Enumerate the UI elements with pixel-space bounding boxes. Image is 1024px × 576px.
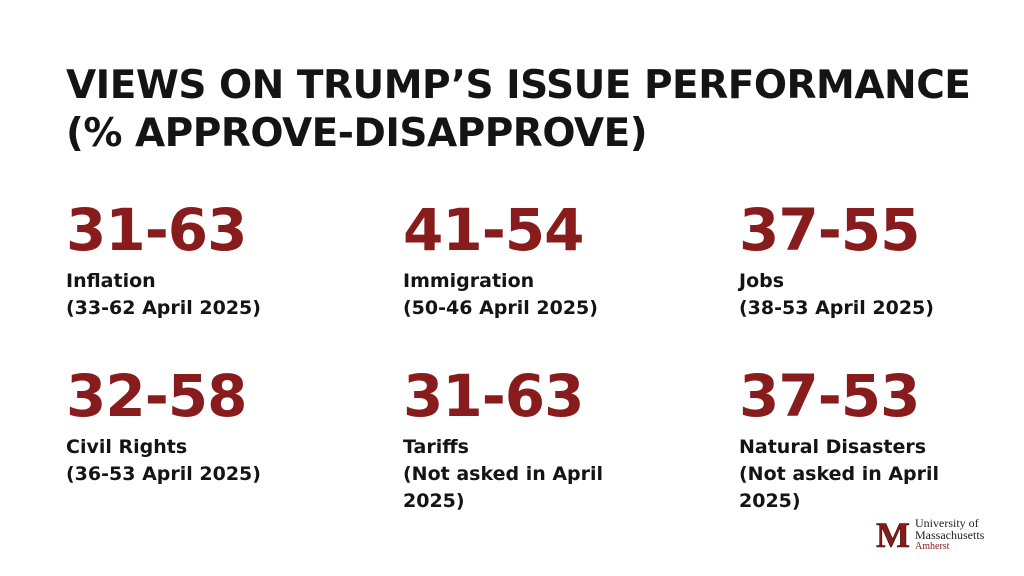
title-line-2: (% APPROVE-DISAPPROVE) [66, 111, 648, 156]
stat-inflation: 31-63 Inflation (33-62 April 2025) [66, 201, 366, 322]
stat-note: (36-53 April 2025) [66, 463, 261, 485]
stat-note: (Not asked in April 2025) [739, 463, 940, 512]
stat-note: (38-53 April 2025) [739, 297, 934, 319]
logo-line-1: University of [915, 516, 979, 530]
stat-tariffs: 31-63 Tariffs (Not asked in April 2025) [403, 367, 703, 515]
stat-note: (50-46 April 2025) [403, 297, 598, 319]
stat-label: Jobs [739, 270, 785, 292]
logo-letter: M [876, 517, 910, 551]
stat-label: Civil Rights [66, 436, 188, 458]
stat-value: 31-63 [403, 362, 585, 430]
title-line-1: VIEWS ON TRUMP’S ISSUE PERFORMANCE [66, 63, 971, 108]
umass-amherst-logo: M University of Massachusetts Amherst [873, 517, 1013, 553]
umass-m-logo-icon: M [873, 517, 913, 551]
logo-line-2: Massachusetts [915, 528, 985, 542]
stat-natural-disasters: 37-53 Natural Disasters (Not asked in Ap… [739, 367, 1024, 515]
stat-civil-rights: 32-58 Civil Rights (36-53 April 2025) [66, 367, 366, 488]
logo-line-3: Amherst [915, 541, 950, 552]
stat-note: (Not asked in April 2025) [403, 463, 604, 512]
stat-label: Tariffs [403, 436, 469, 458]
stat-note: (33-62 April 2025) [66, 297, 261, 319]
page-title: VIEWS ON TRUMP’S ISSUE PERFORMANCE (% AP… [66, 62, 1006, 158]
stat-label: Natural Disasters [739, 436, 927, 458]
stat-value: 37-55 [739, 196, 921, 264]
stat-value: 41-54 [403, 196, 585, 264]
stat-label: Immigration [403, 270, 535, 292]
stat-immigration: 41-54 Immigration (50-46 April 2025) [403, 201, 703, 322]
stat-value: 31-63 [66, 196, 248, 264]
stat-jobs: 37-55 Jobs (38-53 April 2025) [739, 201, 1024, 322]
stat-label: Inflation [66, 270, 156, 292]
stat-value: 32-58 [66, 362, 248, 430]
stat-value: 37-53 [739, 362, 921, 430]
